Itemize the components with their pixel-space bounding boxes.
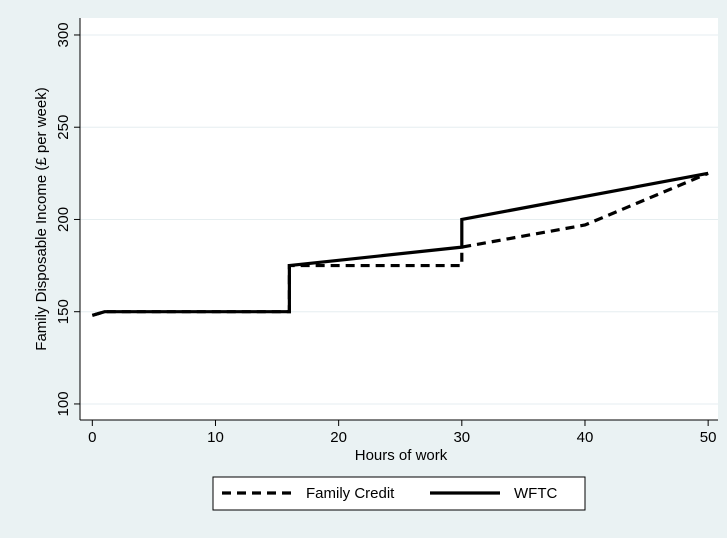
y-tick-label: 150 xyxy=(55,299,72,324)
x-tick-label: 20 xyxy=(330,429,347,446)
y-tick-label: 250 xyxy=(55,115,72,140)
y-tick-label: 100 xyxy=(55,391,72,416)
x-tick-label: 0 xyxy=(88,429,96,446)
x-tick-label: 10 xyxy=(207,429,224,446)
x-tick-label: 40 xyxy=(577,429,594,446)
legend-label: WFTC xyxy=(514,485,557,502)
y-tick-label: 300 xyxy=(55,22,72,47)
line-series xyxy=(91,171,709,317)
y-tick-label: 200 xyxy=(55,207,72,232)
x-axis-title: Hours of work xyxy=(355,447,448,464)
y-axis-title: Family Disposable Income (£ per week) xyxy=(33,87,50,350)
x-tick-label: 50 xyxy=(700,429,717,446)
legend-label: Family Credit xyxy=(306,485,395,502)
x-tick-label: 30 xyxy=(453,429,470,446)
